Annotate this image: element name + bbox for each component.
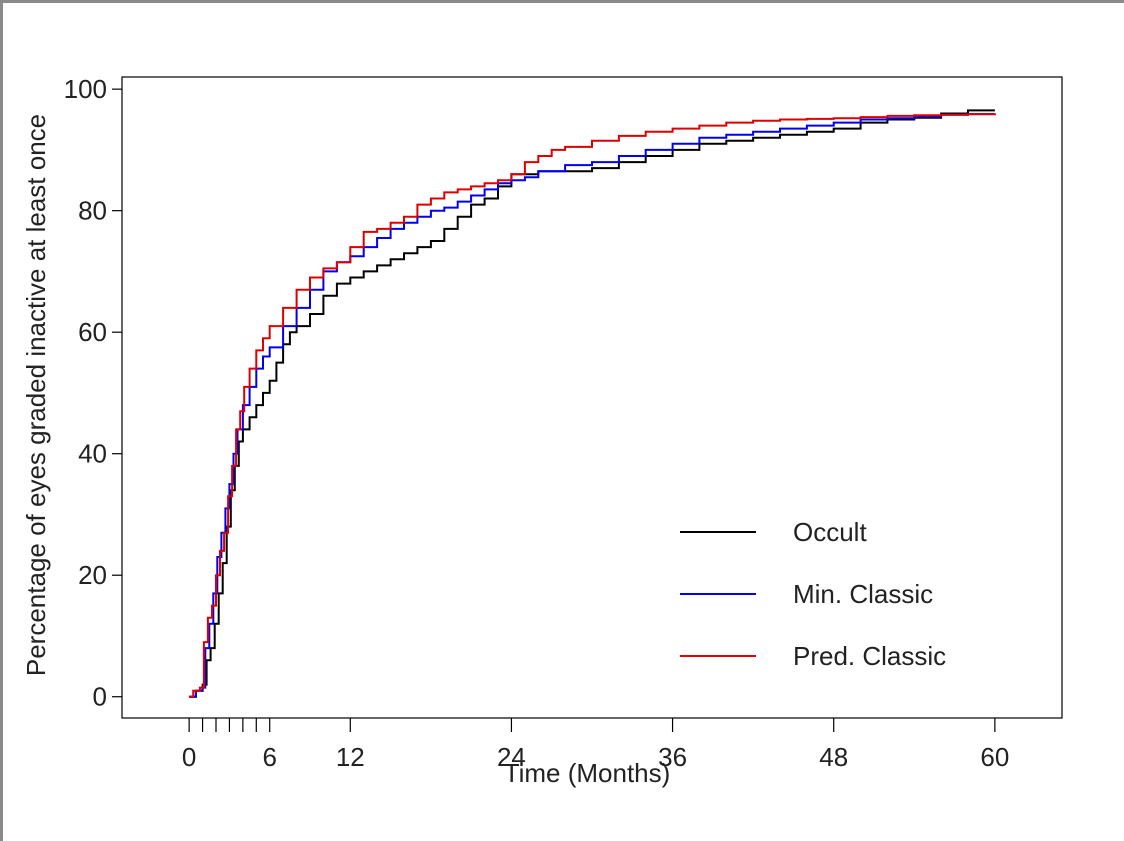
y-axis-label: Percentage of eyes graded inactive at le…: [21, 114, 51, 676]
y-axis: 0 20 40 60 80 100: [64, 74, 122, 712]
x-tick-label: 6: [262, 742, 276, 772]
y-tick-label: 40: [78, 439, 107, 469]
series-line-pred-classic: [189, 113, 996, 698]
y-tick-label: 80: [78, 196, 107, 226]
legend-label: Pred. Classic: [793, 641, 946, 671]
series-line-occult: [189, 109, 995, 698]
x-tick-label: 12: [336, 742, 365, 772]
x-tick-label: 24: [497, 742, 526, 772]
y-tick-label: 0: [93, 682, 107, 712]
x-tick-label: 36: [658, 742, 687, 772]
plot-area-border: [121, 76, 1063, 719]
series-line-min-classic: [189, 113, 996, 698]
legend-label: Min. Classic: [793, 579, 933, 609]
x-tick-label: 60: [980, 742, 1009, 772]
x-tick-label: 0: [182, 742, 196, 772]
x-tick-label: 48: [819, 742, 848, 772]
y-tick-label: 60: [78, 317, 107, 347]
x-axis: 0 6 12 24 36 48 60: [182, 718, 1009, 772]
y-tick-label: 100: [64, 74, 107, 104]
legend: Occult Min. Classic Pred. Classic: [680, 517, 946, 671]
x-axis-label: Time (Months): [504, 758, 671, 788]
legend-label: Occult: [793, 517, 867, 547]
series-layer: [189, 109, 996, 698]
y-tick-label: 20: [78, 560, 107, 590]
